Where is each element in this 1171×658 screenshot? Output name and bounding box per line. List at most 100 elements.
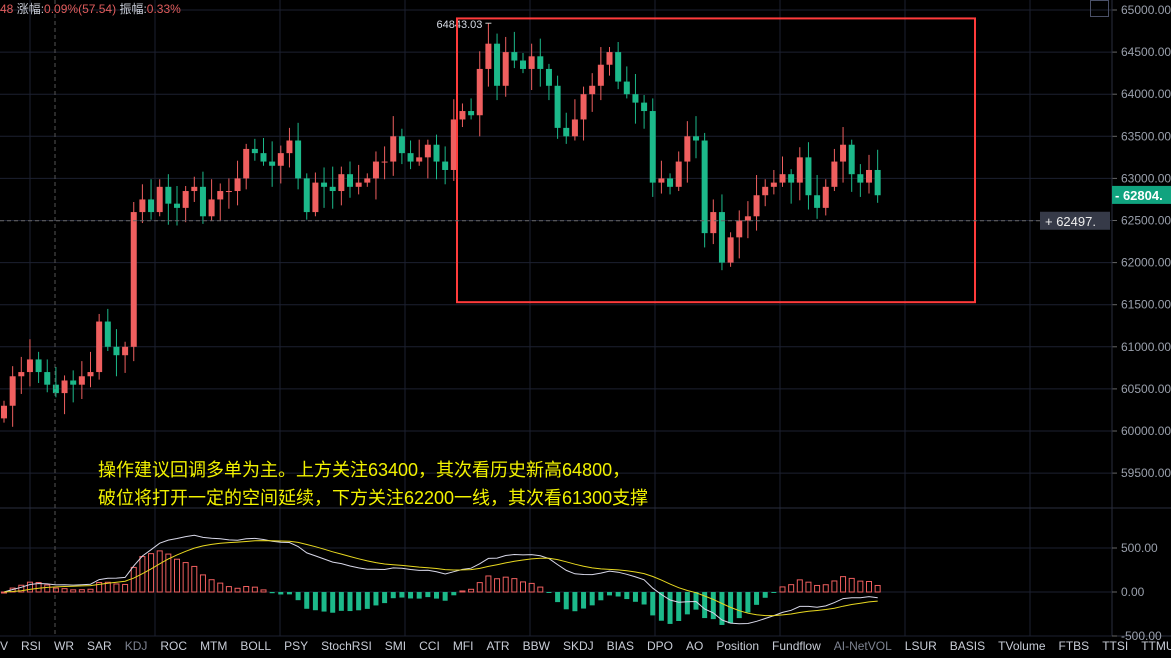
- indicator-tab-wr[interactable]: WR: [54, 639, 75, 653]
- amplitude-label: 振幅:: [119, 2, 147, 16]
- candle-body: [225, 191, 232, 193]
- candle-body: [866, 169, 872, 183]
- indicator-tab-ttmu[interactable]: TTMU: [1141, 639, 1171, 653]
- macd-bar: [485, 575, 492, 593]
- indicator-tab-ttsi[interactable]: TTSI: [1102, 639, 1129, 653]
- macd-bar: [840, 576, 847, 593]
- candle-body: [718, 212, 725, 263]
- indicator-tab-roc[interactable]: ROC: [160, 639, 188, 653]
- indicator-tab-lsur[interactable]: LSUR: [904, 639, 937, 653]
- candle-body: [416, 157, 423, 162]
- macd-bar: [831, 580, 838, 593]
- candle-body: [312, 182, 319, 213]
- candle-body: [874, 169, 881, 196]
- macd-bar: [822, 584, 829, 593]
- change-label: 涨幅:: [16, 2, 45, 16]
- candle-body: [321, 182, 328, 187]
- macd-bar: [848, 577, 855, 593]
- macd-bar: [546, 592, 552, 593]
- candle-body: [390, 136, 397, 162]
- indicator-tab-basis[interactable]: BASIS: [949, 639, 986, 653]
- macd-bar: [684, 592, 690, 615]
- macd-bar: [511, 578, 518, 593]
- macd-bar: [208, 579, 215, 593]
- candle-body: [52, 384, 59, 394]
- indicator-tab-skdj[interactable]: SKDJ: [562, 639, 594, 653]
- macd-bar: [312, 592, 318, 611]
- macd-bar: [667, 592, 673, 624]
- indicator-tab-bias[interactable]: BIAS: [606, 639, 634, 653]
- indicator-tab-stochrsi[interactable]: StochRSI: [321, 639, 372, 653]
- candle-body: [502, 52, 509, 86]
- ticker-header: 48 涨幅:0.09%(57.54) 振幅:0.33%: [0, 0, 181, 17]
- trade-annotation: 操作建议回调多单为主。上方关注63400，其次看历史新高64800， 破位将打开…: [98, 456, 648, 512]
- macd-bar: [104, 581, 111, 593]
- indicator-tab-psy[interactable]: PSY: [284, 639, 309, 653]
- candle-body: [597, 64, 604, 86]
- indicator-tab-kdj[interactable]: KDJ: [124, 639, 148, 653]
- macd-bar: [364, 592, 370, 609]
- macd-bar: [78, 589, 85, 593]
- price-tick-label: 64500.00: [1121, 45, 1171, 59]
- indicator-tab-rsi[interactable]: RSI: [21, 639, 42, 653]
- candle-body: [156, 186, 163, 213]
- macd-bar: [338, 592, 344, 611]
- candle-body: [347, 174, 353, 187]
- macd-bar: [18, 584, 25, 593]
- macd-bar: [796, 579, 803, 593]
- candle-body: [182, 191, 189, 208]
- macd-bar: [762, 592, 768, 598]
- indicator-tab-mfi[interactable]: MFI: [452, 639, 474, 653]
- macd-bar: [581, 592, 587, 609]
- indicator-tab-dpo[interactable]: DPO: [646, 639, 673, 653]
- indicator-tab-tvolume[interactable]: TVolume: [998, 639, 1046, 653]
- macd-bar: [520, 581, 526, 593]
- macd-bar: [199, 574, 206, 593]
- macd-bar: [788, 584, 795, 593]
- candle-body: [251, 148, 258, 154]
- candle-body: [70, 380, 77, 385]
- macd-dea-line: [3, 540, 878, 617]
- macd-histogram: [1, 550, 881, 625]
- macd-bar: [866, 580, 872, 593]
- indicator-tab-smi[interactable]: SMI: [384, 639, 407, 653]
- indicator-tab-mtm[interactable]: MTM: [200, 639, 228, 653]
- price-tick-label: 62500.00: [1121, 214, 1171, 228]
- macd-bar: [555, 592, 561, 603]
- expand-icon[interactable]: [1090, 0, 1109, 17]
- indicator-tab-fundflow[interactable]: Fundflow: [772, 639, 821, 653]
- candle-body: [18, 372, 25, 377]
- indicator-tab-ao[interactable]: AO: [686, 639, 704, 653]
- candle-body: [459, 111, 466, 120]
- candle-body: [589, 85, 596, 95]
- indicator-tab-sar[interactable]: SAR: [87, 639, 112, 653]
- candle-body: [26, 359, 33, 373]
- indicator-tab-v[interactable]: V: [0, 639, 9, 653]
- indicator-tab-boll[interactable]: BOLL: [240, 639, 272, 653]
- candle-body: [165, 186, 172, 204]
- macd-bar: [122, 583, 129, 593]
- candle-body: [545, 68, 552, 86]
- candle-body: [191, 186, 198, 192]
- macd-bar: [243, 586, 250, 593]
- macd-bar: [330, 592, 336, 613]
- candle-body: [693, 136, 699, 141]
- macd-bar: [779, 586, 786, 593]
- candle-body: [520, 60, 526, 69]
- candle-body: [684, 136, 691, 162]
- indicator-tab-bbw[interactable]: BBW: [522, 639, 550, 653]
- indicator-tab-ftbs[interactable]: FTBS: [1058, 639, 1090, 653]
- candle-body: [372, 161, 379, 179]
- indicator-tab-ai-netvol[interactable]: AI-NetVOL: [833, 639, 892, 653]
- macd-bar: [624, 592, 630, 600]
- indicator-tab-atr[interactable]: ATR: [486, 639, 510, 653]
- macd-bar: [719, 592, 725, 625]
- indicator-tab-cci[interactable]: CCI: [419, 639, 440, 653]
- change-value: 0.09%(57.54): [44, 2, 117, 16]
- macd-bar: [321, 592, 327, 612]
- indicator-tab-position[interactable]: Position: [716, 639, 760, 653]
- macd-bar: [589, 592, 595, 606]
- macd-bar: [225, 586, 232, 593]
- candle-body: [537, 56, 544, 69]
